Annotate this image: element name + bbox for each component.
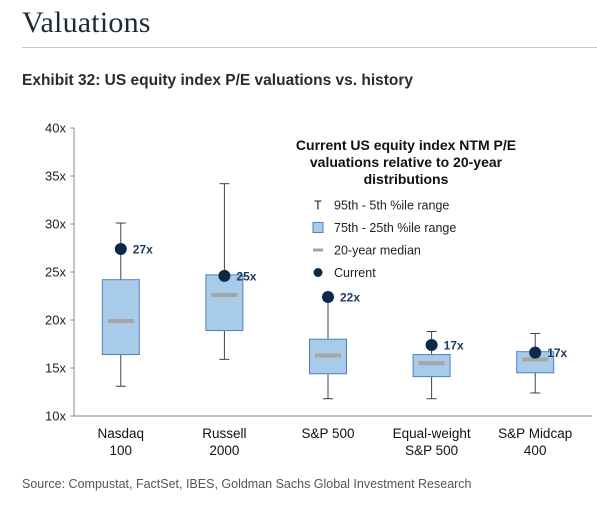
current-value-label: 27x [133,242,153,256]
box-series-4: 17x [516,332,568,394]
chart-title-line-3: distributions [364,171,449,187]
legend-label: 95th - 5th %ile range [334,199,449,213]
legend-label: Current [334,266,376,280]
current-value-label: 22x [340,290,360,304]
legend-item: 20-year median [313,244,421,258]
x-tick-label: Nasdaq [98,426,145,441]
current-marker [218,269,231,282]
legend-item: 75th - 25th %ile range [312,221,456,235]
x-tick-label: Equal-weight [393,426,471,441]
legend-label: 20-year median [334,244,421,258]
chart-title-line-2: valuations relative to 20-year [310,154,503,170]
title-divider [22,47,597,48]
current-value-label: 17x [547,346,567,360]
box-series-1: 25x [205,183,257,360]
legend-marker-current [313,268,323,277]
x-tick-label: Russell [202,426,246,441]
legend-marker-box [312,222,324,233]
box-series-2: 22x [309,290,360,400]
pe-valuation-chart: 10x 15x 20x 25x 30x 35x 40x Nasdaq 100 Russell 20… [45,121,592,458]
chart-inset-legend: Current US equity index NTM P/E valuatio… [296,137,516,280]
x-tick-label: S&P 500 [301,426,354,441]
x-tick-label: S&P Midcap [498,426,572,441]
exhibit-title: Exhibit 32: US equity index P/E valuatio… [22,72,414,89]
plot-area: 27x 25x 22x 17x 17x [101,183,568,400]
source-note: Source: Compustat, FactSet, IBES, Goldma… [22,477,472,491]
legend: T 95th - 5th %ile range 75th - 25th %ile r… [312,199,456,280]
x-tick-sublabel: 100 [110,443,133,458]
current-marker [425,338,438,351]
current-marker [114,242,127,255]
y-tick-label: 35x [45,169,66,184]
x-axis: Nasdaq 100 Russell 2000 S&P 500 Equal-weight S… [74,415,592,458]
box-series-3: 17x [412,331,464,400]
current-marker [322,290,334,303]
y-tick-label: 20x [45,313,66,328]
current-value-label: 25x [236,269,256,283]
current-marker [529,346,542,359]
y-tick-label: 10x [45,409,66,424]
chart-title-line-1: Current US equity index NTM P/E [296,137,516,153]
box-series-0: 27x [101,222,153,387]
x-tick-sublabel: 2000 [209,443,239,458]
y-tick-label: 25x [45,265,66,280]
x-tick-sublabel: 400 [524,443,547,458]
iqr-box [101,279,140,356]
legend-item: T 95th - 5th %ile range [314,199,449,213]
y-axis: 10x 15x 20x 25x 30x 35x 40x [45,121,75,424]
iqr-box [412,354,451,378]
y-tick-label: 15x [45,361,66,376]
y-tick-label: 40x [45,121,66,136]
page-title: Valuations [22,6,151,39]
y-tick-label: 30x [45,217,66,232]
legend-marker-whisker: T [314,199,322,213]
iqr-box [205,274,244,332]
legend-item: Current [313,266,376,280]
x-tick-sublabel: S&P 500 [405,443,458,458]
legend-label: 75th - 25th %ile range [334,221,456,235]
current-value-label: 17x [444,338,464,352]
